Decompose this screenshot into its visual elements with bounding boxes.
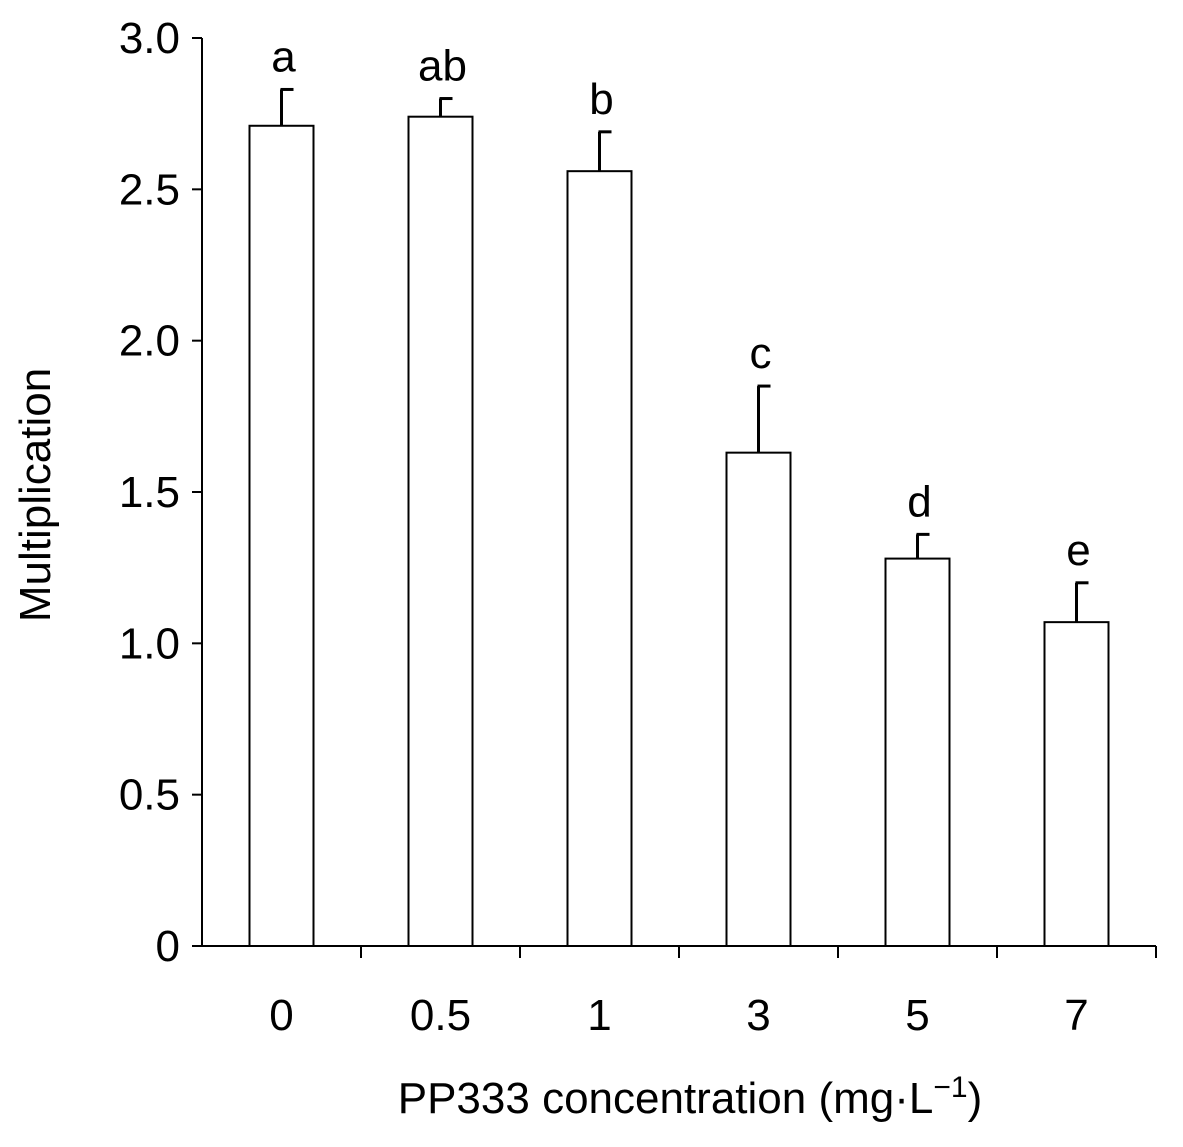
x-axis-title: PP333 concentration (mg·L−1) xyxy=(398,1071,983,1123)
x-axis-title-main: PP333 concentration (mg·L xyxy=(398,1074,934,1123)
significance-label: a xyxy=(271,32,296,81)
x-axis-title-suffix: ) xyxy=(968,1074,983,1123)
bar xyxy=(884,557,951,947)
significance-label: b xyxy=(589,75,613,124)
significance-label: e xyxy=(1066,526,1090,575)
bar xyxy=(725,451,792,947)
y-axis-title: Multiplication xyxy=(11,368,60,622)
x-tick-label: 0 xyxy=(269,991,293,1040)
x-axis: 0 0.5 1 3 5 7 xyxy=(202,945,1157,1040)
bar xyxy=(1043,621,1110,947)
bars xyxy=(248,115,1110,948)
significance-label: d xyxy=(907,477,931,526)
y-tick-label: 0.5 xyxy=(119,771,180,820)
y-tick-label: 2.5 xyxy=(119,165,180,214)
x-tick-label: 5 xyxy=(905,991,929,1040)
significance-labels: a ab b c d e xyxy=(271,32,1090,574)
error-bars xyxy=(280,87,1089,623)
y-tick-label: 1.0 xyxy=(119,619,180,668)
x-tick-label: 7 xyxy=(1064,991,1088,1040)
y-tick-label: 3.0 xyxy=(119,14,180,63)
bar xyxy=(566,170,633,947)
x-axis-title-superscript: −1 xyxy=(933,1071,967,1104)
bar xyxy=(407,115,474,947)
x-tick-label: 1 xyxy=(587,991,611,1040)
y-tick-label: 0 xyxy=(156,922,180,971)
x-tick-label: 3 xyxy=(746,991,770,1040)
y-tick-label: 2.0 xyxy=(119,317,180,366)
bar xyxy=(248,124,315,948)
y-axis: 0 0.5 1.0 1.5 2.0 2.5 3.0 xyxy=(119,14,203,971)
significance-label: c xyxy=(750,329,772,378)
significance-label: ab xyxy=(418,42,467,91)
x-tick-label: 0.5 xyxy=(410,991,471,1040)
y-tick-label: 1.5 xyxy=(119,468,180,517)
